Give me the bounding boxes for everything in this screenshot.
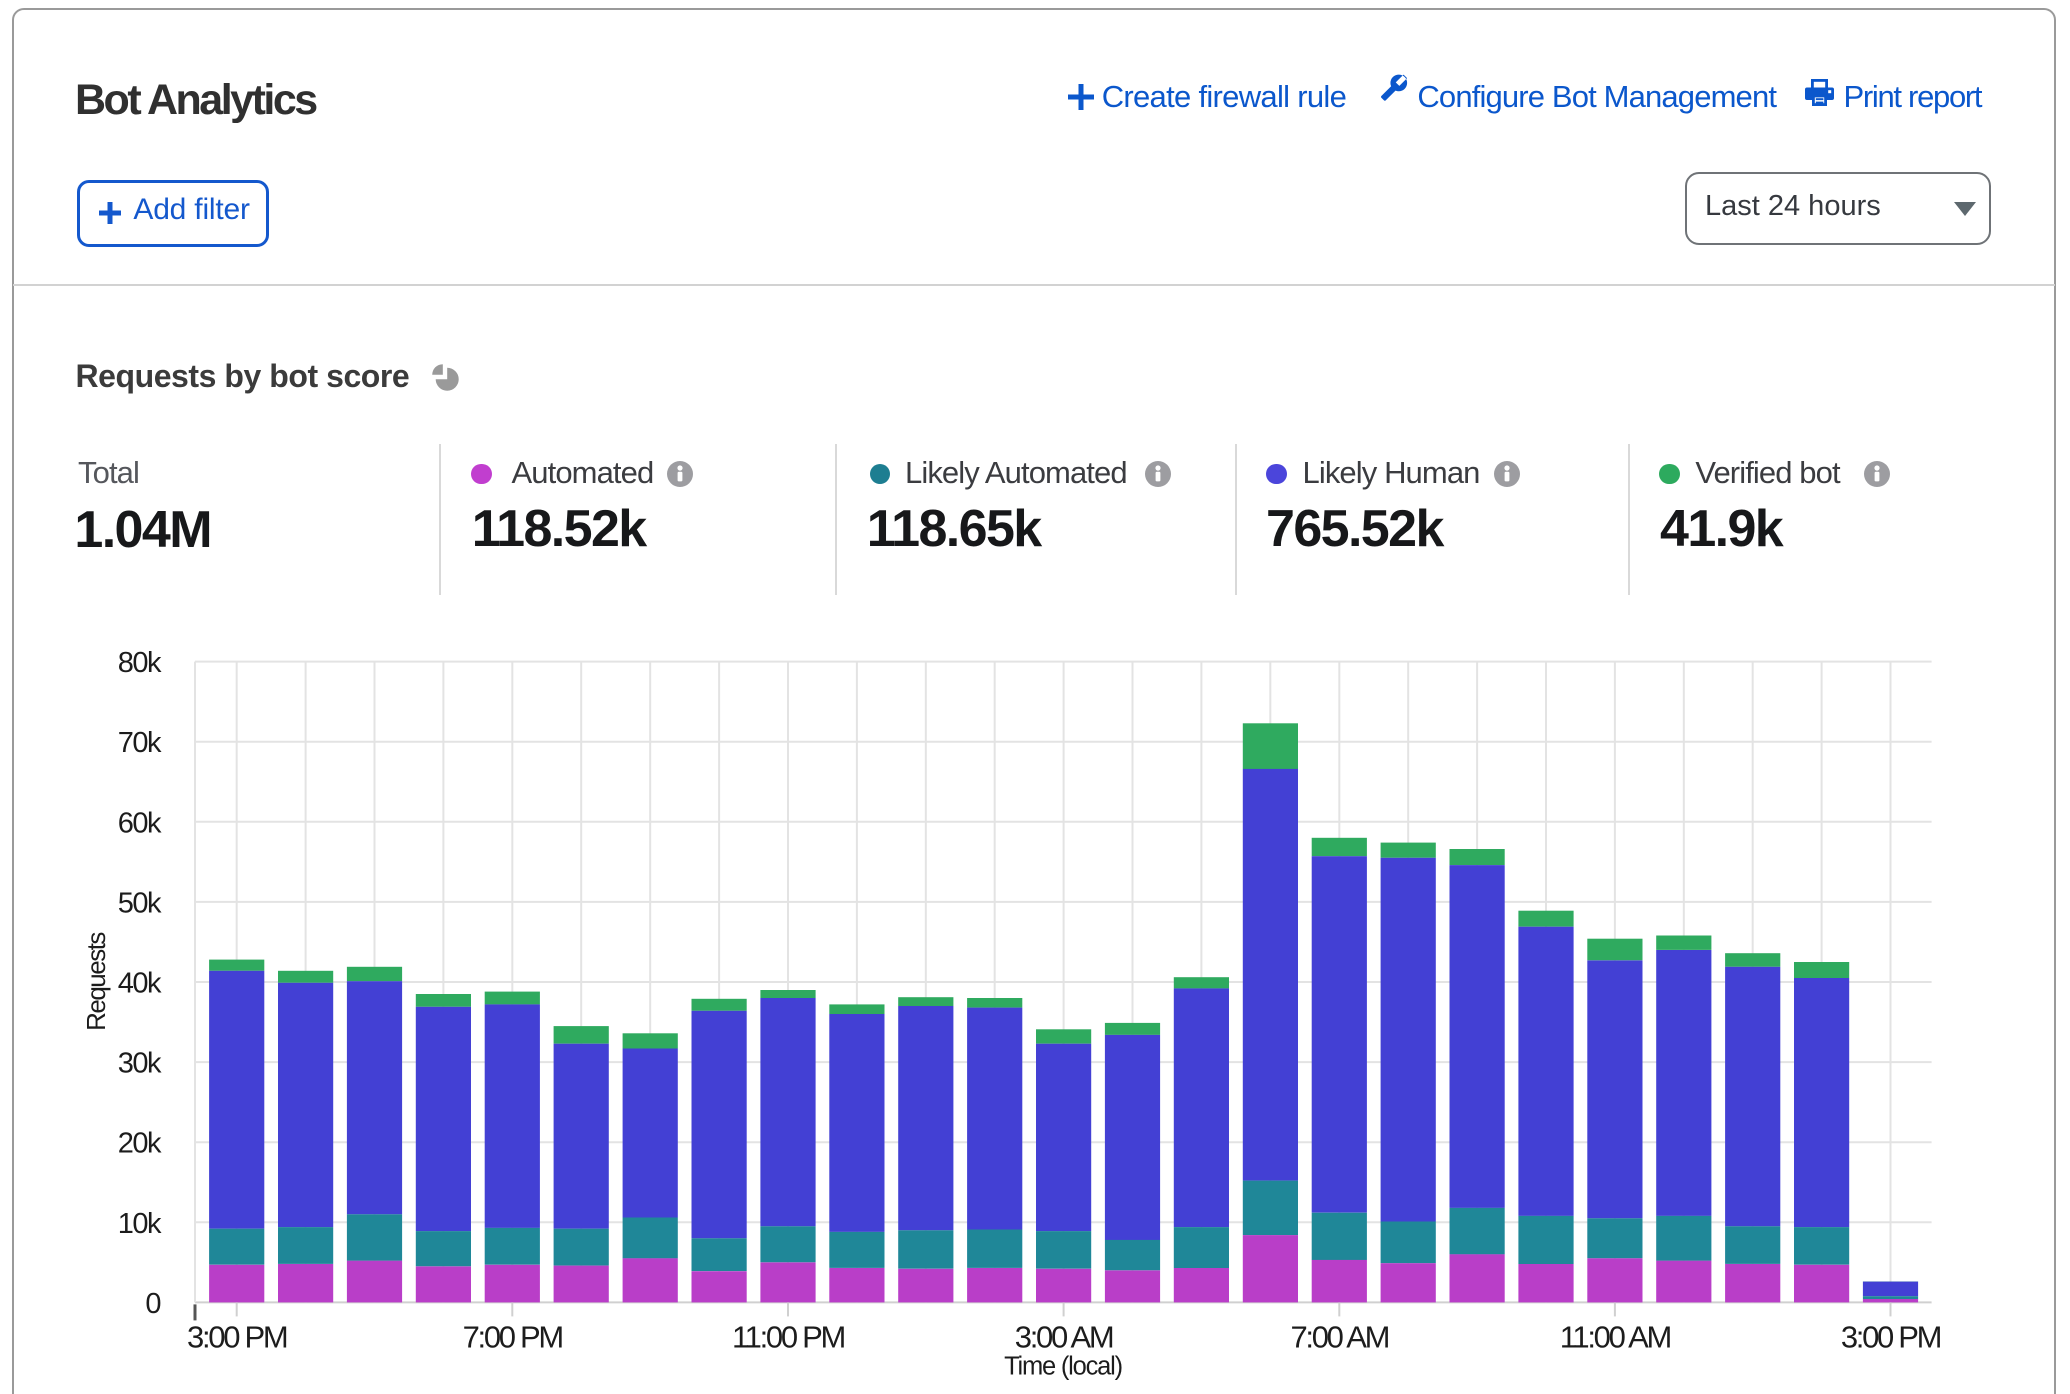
svg-text:20k: 20k — [118, 1128, 162, 1160]
svg-text:11:00 AM: 11:00 AM — [1560, 1320, 1671, 1355]
svg-text:7:00 AM: 7:00 AM — [1290, 1320, 1388, 1355]
svg-text:7:00 PM: 7:00 PM — [463, 1320, 563, 1355]
svg-text:Time (local): Time (local) — [1004, 1353, 1122, 1381]
svg-text:Requests: Requests — [81, 932, 111, 1031]
svg-text:0: 0 — [145, 1288, 160, 1320]
svg-text:30k: 30k — [118, 1048, 162, 1080]
svg-text:11:00 PM: 11:00 PM — [732, 1320, 844, 1355]
svg-text:10k: 10k — [118, 1208, 162, 1240]
svg-text:40k: 40k — [118, 968, 162, 1000]
svg-text:3:00 PM: 3:00 PM — [1841, 1320, 1941, 1355]
svg-text:3:00 AM: 3:00 AM — [1015, 1320, 1113, 1355]
svg-text:3:00 PM: 3:00 PM — [187, 1320, 287, 1355]
svg-text:70k: 70k — [118, 727, 162, 759]
svg-text:80k: 80k — [118, 647, 162, 679]
svg-text:60k: 60k — [118, 807, 162, 839]
svg-text:50k: 50k — [118, 887, 162, 919]
